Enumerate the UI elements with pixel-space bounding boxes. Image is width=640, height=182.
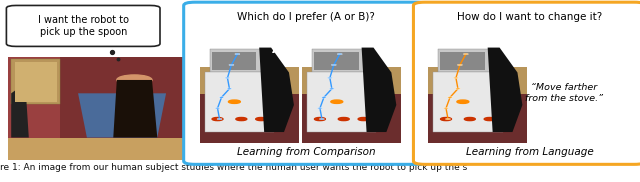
Circle shape bbox=[314, 118, 325, 121]
Bar bbox=[428, 94, 527, 143]
Text: “Move farther
from the stove.”: “Move farther from the stove.” bbox=[525, 83, 604, 102]
Bar bbox=[440, 52, 484, 70]
Text: B: B bbox=[379, 43, 388, 56]
Text: Learning from Language: Learning from Language bbox=[466, 147, 594, 157]
Circle shape bbox=[219, 97, 224, 98]
Text: I want the robot to
pick up the spoon: I want the robot to pick up the spoon bbox=[38, 15, 129, 37]
Polygon shape bbox=[78, 93, 166, 138]
FancyBboxPatch shape bbox=[413, 2, 640, 164]
Circle shape bbox=[117, 75, 152, 85]
Circle shape bbox=[444, 108, 449, 109]
Bar bbox=[212, 52, 256, 70]
Bar bbox=[314, 52, 358, 70]
Circle shape bbox=[440, 118, 451, 121]
Bar bbox=[312, 49, 367, 72]
Circle shape bbox=[227, 88, 232, 89]
Circle shape bbox=[330, 88, 334, 89]
Circle shape bbox=[358, 118, 369, 121]
Text: Learning from Comparison: Learning from Comparison bbox=[237, 147, 375, 157]
Bar bbox=[200, 94, 299, 143]
Circle shape bbox=[228, 100, 241, 103]
Polygon shape bbox=[259, 48, 294, 132]
Polygon shape bbox=[362, 48, 396, 132]
Polygon shape bbox=[488, 48, 522, 132]
Circle shape bbox=[447, 97, 452, 98]
Bar bbox=[210, 49, 264, 72]
Circle shape bbox=[319, 118, 324, 120]
Bar bbox=[307, 72, 376, 132]
Circle shape bbox=[456, 88, 460, 89]
Circle shape bbox=[454, 77, 458, 79]
Text: Which do I prefer (A or B)?: Which do I prefer (A or B)? bbox=[237, 12, 375, 22]
Text: re 1: An image from our human subject studies where the human user wants the rob: re 1: An image from our human subject st… bbox=[0, 163, 467, 172]
Bar bbox=[8, 57, 184, 160]
Circle shape bbox=[457, 100, 469, 103]
Text: How do I want to change it?: How do I want to change it? bbox=[458, 12, 602, 22]
Bar bbox=[433, 72, 502, 132]
Bar bbox=[8, 138, 184, 160]
FancyBboxPatch shape bbox=[6, 5, 160, 46]
Bar bbox=[12, 59, 61, 104]
Circle shape bbox=[235, 53, 240, 55]
Circle shape bbox=[236, 118, 247, 121]
Bar bbox=[205, 72, 274, 132]
Circle shape bbox=[465, 118, 476, 121]
Circle shape bbox=[229, 64, 234, 66]
Bar bbox=[15, 62, 57, 102]
Bar bbox=[302, 67, 401, 94]
Circle shape bbox=[458, 64, 462, 66]
Circle shape bbox=[256, 118, 267, 121]
Circle shape bbox=[339, 118, 349, 121]
Bar bbox=[302, 94, 401, 143]
Circle shape bbox=[317, 108, 323, 109]
Circle shape bbox=[331, 100, 343, 103]
Text: A: A bbox=[272, 43, 282, 56]
Bar bbox=[8, 57, 61, 140]
Circle shape bbox=[215, 108, 220, 109]
Bar bbox=[438, 49, 493, 72]
Polygon shape bbox=[113, 80, 157, 138]
FancyBboxPatch shape bbox=[184, 2, 428, 164]
Bar bbox=[428, 67, 527, 94]
Circle shape bbox=[463, 53, 468, 55]
Circle shape bbox=[332, 64, 336, 66]
Circle shape bbox=[212, 118, 223, 121]
Polygon shape bbox=[12, 83, 29, 138]
Circle shape bbox=[337, 53, 342, 55]
Bar bbox=[200, 67, 299, 94]
Circle shape bbox=[217, 118, 222, 120]
Circle shape bbox=[445, 118, 451, 120]
Circle shape bbox=[328, 77, 332, 79]
Circle shape bbox=[225, 77, 230, 79]
Circle shape bbox=[484, 118, 495, 121]
Circle shape bbox=[321, 97, 326, 98]
